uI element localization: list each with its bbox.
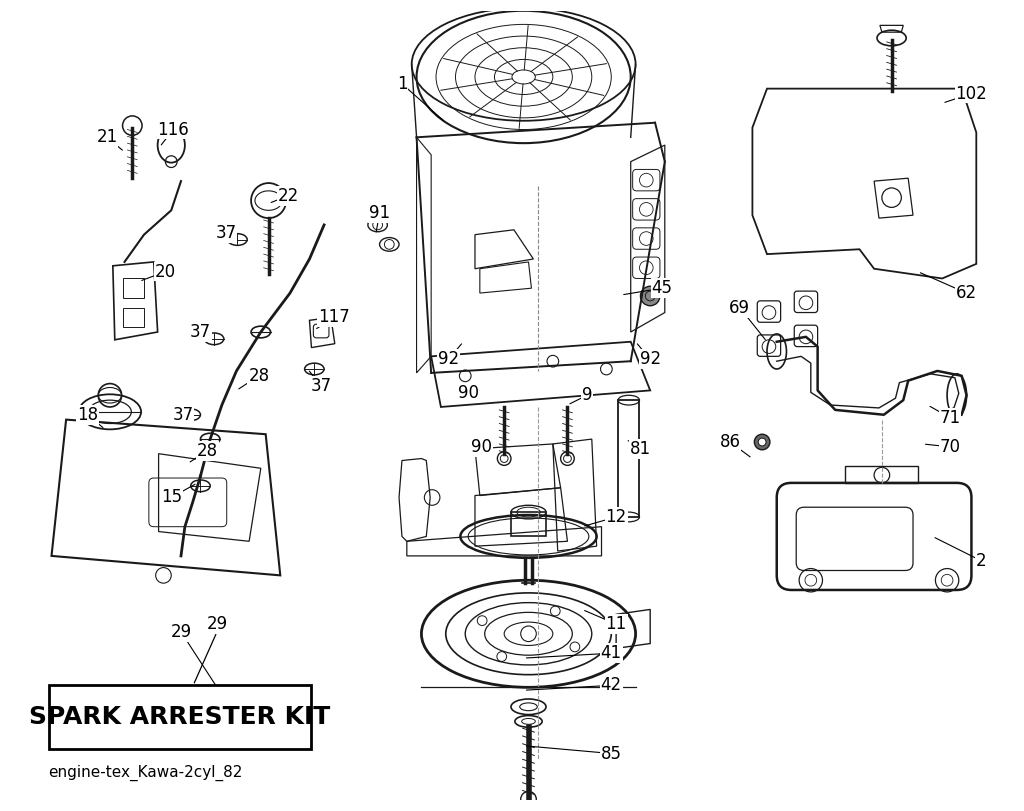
Text: 21: 21 — [96, 128, 118, 146]
Text: 20: 20 — [155, 263, 176, 281]
Text: 81: 81 — [630, 440, 651, 458]
Text: 29: 29 — [207, 615, 227, 633]
Bar — [618, 400, 639, 517]
Text: 91: 91 — [369, 204, 390, 222]
Text: 117: 117 — [317, 308, 349, 326]
Text: 90: 90 — [458, 384, 478, 402]
Text: 116: 116 — [158, 121, 189, 139]
Text: engine-tex_Kawa-2cyl_82: engine-tex_Kawa-2cyl_82 — [48, 766, 243, 781]
Text: 18: 18 — [77, 406, 98, 424]
Circle shape — [755, 434, 770, 450]
Text: 22: 22 — [278, 187, 299, 204]
Text: 71: 71 — [939, 409, 961, 427]
Text: 62: 62 — [956, 284, 977, 302]
Circle shape — [640, 286, 659, 306]
Text: 102: 102 — [955, 84, 987, 102]
Text: 86: 86 — [720, 433, 740, 451]
Text: 15: 15 — [161, 488, 182, 507]
Text: 12: 12 — [605, 508, 627, 526]
Text: 90: 90 — [471, 438, 493, 456]
Text: 11: 11 — [605, 615, 627, 633]
Text: 37: 37 — [215, 224, 237, 242]
Text: 42: 42 — [601, 676, 622, 694]
Text: 69: 69 — [729, 298, 751, 316]
Bar — [123, 278, 144, 298]
Text: 28: 28 — [197, 442, 218, 460]
Bar — [511, 512, 546, 536]
Text: 29: 29 — [170, 623, 191, 641]
Text: 41: 41 — [601, 644, 622, 663]
Text: 2: 2 — [976, 551, 986, 570]
Text: 45: 45 — [651, 279, 673, 297]
Text: 92: 92 — [640, 350, 660, 368]
Text: 1: 1 — [396, 75, 408, 92]
Text: 37: 37 — [310, 376, 332, 394]
Text: SPARK ARRESTER KIT: SPARK ARRESTER KIT — [30, 705, 331, 729]
Text: 37: 37 — [189, 323, 211, 341]
Text: 28: 28 — [248, 367, 269, 384]
Text: 37: 37 — [172, 406, 194, 424]
Circle shape — [758, 438, 766, 446]
Text: 9: 9 — [582, 386, 592, 404]
Text: 92: 92 — [438, 350, 459, 368]
Text: 70: 70 — [939, 438, 961, 456]
Ellipse shape — [877, 30, 906, 45]
Text: 85: 85 — [601, 744, 622, 762]
Bar — [123, 307, 144, 327]
Bar — [48, 685, 311, 749]
